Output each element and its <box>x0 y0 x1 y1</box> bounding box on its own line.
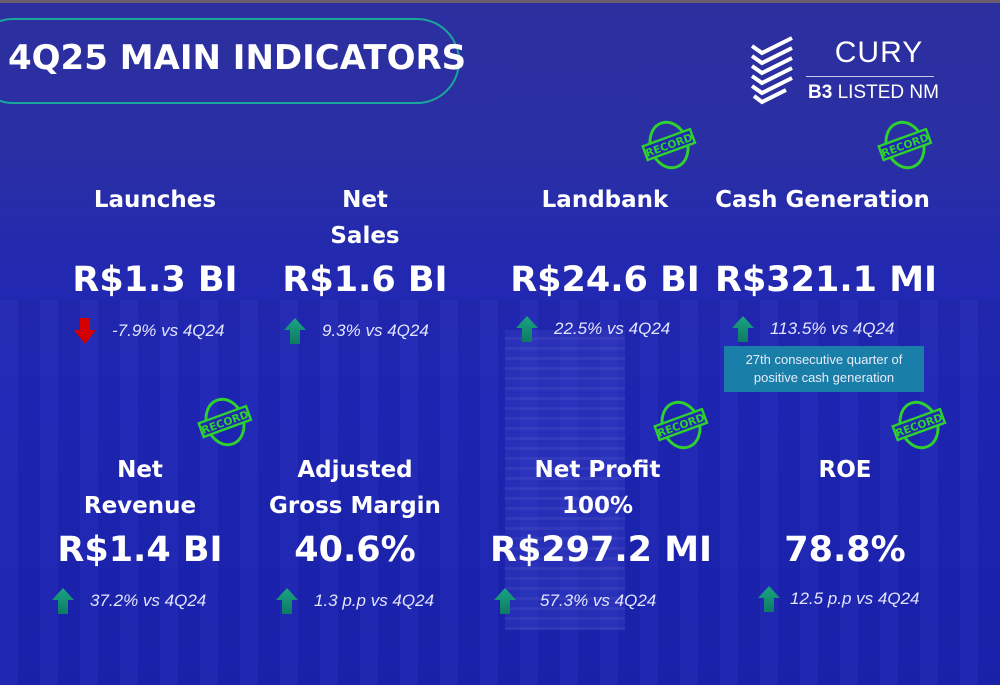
logo-listed-suffix: LISTED NM <box>837 82 939 103</box>
record-stamp-icon: RECORD <box>197 397 253 447</box>
arrow-up-icon <box>516 316 538 342</box>
indicator-delta: 1.3 p.p vs 4Q24 <box>276 588 434 614</box>
indicator-net-profit: Net Profit 100% R$297.2 MI <box>490 452 713 582</box>
arrow-up-icon <box>52 588 74 614</box>
indicator-label: Net <box>342 187 388 213</box>
title-pill-frame <box>0 18 460 104</box>
building-silhouette <box>505 330 625 630</box>
indicator-value: R$24.6 BI <box>510 260 700 300</box>
indicator-value: 40.6% <box>294 530 416 570</box>
indicator-roe: ROE 78.8% <box>740 452 950 582</box>
indicator-cash-generation: Cash Generation R$321.1 MI <box>715 182 938 312</box>
indicator-label-line2: Sales <box>330 223 400 249</box>
record-stamp-icon: RECORD <box>891 400 947 450</box>
record-stamp-icon: RECORD <box>877 120 933 170</box>
logo-listed: B3 LISTED NM <box>808 82 939 104</box>
indicator-net-revenue: Net Revenue R$1.4 BI <box>50 452 230 582</box>
top-border <box>0 0 1000 3</box>
indicator-label: Cash Generation <box>715 187 930 213</box>
indicator-delta: 57.3% vs 4Q24 <box>494 588 656 614</box>
indicator-label: Net Profit <box>534 457 661 483</box>
indicator-label: Adjusted <box>297 457 413 483</box>
indicator-delta: 9.3% vs 4Q24 <box>284 318 429 344</box>
record-stamp-icon: RECORD <box>653 400 709 450</box>
cury-logo: CURY B3 LISTED NM <box>748 36 948 108</box>
logo-divider <box>806 76 934 77</box>
indicator-value: R$297.2 MI <box>490 530 713 570</box>
indicator-label: Landbank <box>541 187 669 213</box>
indicator-net-sales: Net Sales R$1.6 BI <box>270 182 460 312</box>
indicator-value: R$1.6 BI <box>282 260 448 300</box>
indicator-value: R$321.1 MI <box>715 260 938 300</box>
indicator-label: Launches <box>93 187 217 213</box>
indicator-delta: -7.9% vs 4Q24 <box>74 318 224 344</box>
indicator-delta: 113.5% vs 4Q24 <box>732 316 894 342</box>
record-stamp-icon: RECORD <box>641 120 697 170</box>
logo-listed-prefix: B3 <box>808 82 833 103</box>
indicator-value: R$1.3 BI <box>72 260 238 300</box>
logo-brand: CURY <box>834 36 924 69</box>
arrow-down-icon <box>74 318 96 344</box>
indicator-label-line2: Gross Margin <box>269 493 441 519</box>
indicator-label: ROE <box>818 457 872 483</box>
indicator-delta: 22.5% vs 4Q24 <box>516 316 670 342</box>
arrow-up-icon <box>494 588 516 614</box>
note-line1: 27th consecutive quarter of <box>745 352 903 367</box>
indicator-label-line2: Revenue <box>83 493 197 519</box>
indicator-label: Net <box>117 457 163 483</box>
chevron-stack-icon <box>750 36 793 105</box>
indicator-adjusted-gross-margin: Adjusted Gross Margin 40.6% <box>260 452 450 582</box>
arrow-up-icon <box>276 588 298 614</box>
arrow-up-icon <box>284 318 306 344</box>
arrow-up-icon <box>732 316 754 342</box>
indicator-landbank: Landbank R$24.6 BI <box>505 182 705 312</box>
arrow-up-icon <box>758 586 780 612</box>
indicator-value: 78.8% <box>784 530 906 570</box>
page-title: 4Q25 MAIN INDICATORS <box>8 38 467 78</box>
indicator-label-line2: 100% <box>561 493 634 519</box>
indicator-value: R$1.4 BI <box>57 530 223 570</box>
note-line2: positive cash generation <box>753 370 895 385</box>
indicator-delta: 12.5 p.p vs 4Q24 <box>758 586 919 612</box>
indicator-launches: Launches R$1.3 BI <box>60 182 250 312</box>
indicator-delta: 37.2% vs 4Q24 <box>52 588 206 614</box>
cash-generation-note: 27th consecutive quarter of positive cas… <box>724 346 924 392</box>
